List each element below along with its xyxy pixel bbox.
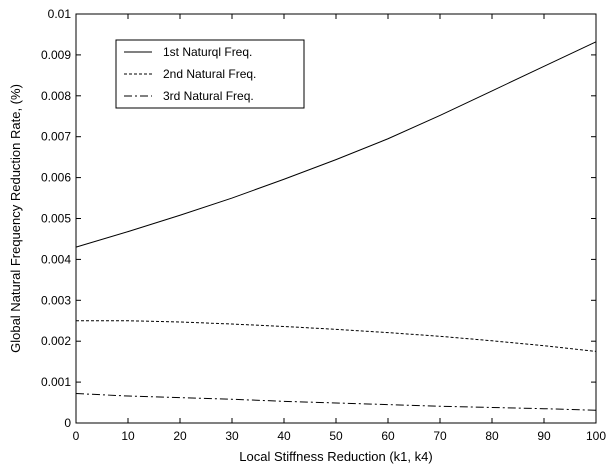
y-tick-label: 0.01 xyxy=(48,7,72,21)
y-tick-label: 0.003 xyxy=(41,293,71,307)
x-tick-labels: 0 10 20 30 40 50 60 70 80 90 100 xyxy=(73,429,607,443)
x-tick-label: 10 xyxy=(121,429,135,443)
y-tick-label: 0 xyxy=(64,416,71,430)
x-tick-label: 90 xyxy=(537,429,551,443)
x-tick-label: 0 xyxy=(73,429,80,443)
x-tick-label: 30 xyxy=(225,429,239,443)
x-tick-label: 60 xyxy=(381,429,395,443)
legend-label-2nd: 2nd Natural Freq. xyxy=(163,67,256,81)
x-tick-label: 70 xyxy=(433,429,447,443)
y-tick-label: 0.004 xyxy=(41,252,71,266)
x-tick-label: 80 xyxy=(485,429,499,443)
series-line-2nd xyxy=(76,320,597,352)
y-tick-labels: 0 0.001 0.002 0.003 0.004 0.005 0.006 0.007 0.00… xyxy=(41,7,71,430)
y-tick-label: 0.002 xyxy=(41,334,71,348)
x-tick-label: 100 xyxy=(586,429,606,443)
legend-box xyxy=(115,39,305,109)
y-tick-label: 0.009 xyxy=(41,48,71,62)
legend-label-3rd: 3rd Natural Freq. xyxy=(163,89,254,103)
y-tick-label: 0.008 xyxy=(41,89,71,103)
x-tick-label: 20 xyxy=(173,429,187,443)
x-tick-label: 50 xyxy=(329,429,343,443)
y-tick-label: 0.006 xyxy=(41,171,71,185)
x-axis-label: Local Stiffness Reduction (k1, k4) xyxy=(239,449,432,464)
y-tick-label: 0.001 xyxy=(41,375,71,389)
series-line-1st xyxy=(75,41,597,248)
y-tick-label: 0.007 xyxy=(41,130,71,144)
series-line-3rd xyxy=(75,393,597,411)
y-axis-label: Global Natural Frequency Reduction Rate,… xyxy=(8,84,23,353)
y-tick-label: 0.005 xyxy=(41,212,71,226)
legend: 1st Naturql Freq. 2nd Natural Freq. 3rd … xyxy=(115,39,305,109)
legend-label-1st: 1st Naturql Freq. xyxy=(163,45,252,59)
axis-ticks xyxy=(75,13,597,424)
x-tick-label: 40 xyxy=(277,429,291,443)
series-lines xyxy=(75,41,597,411)
